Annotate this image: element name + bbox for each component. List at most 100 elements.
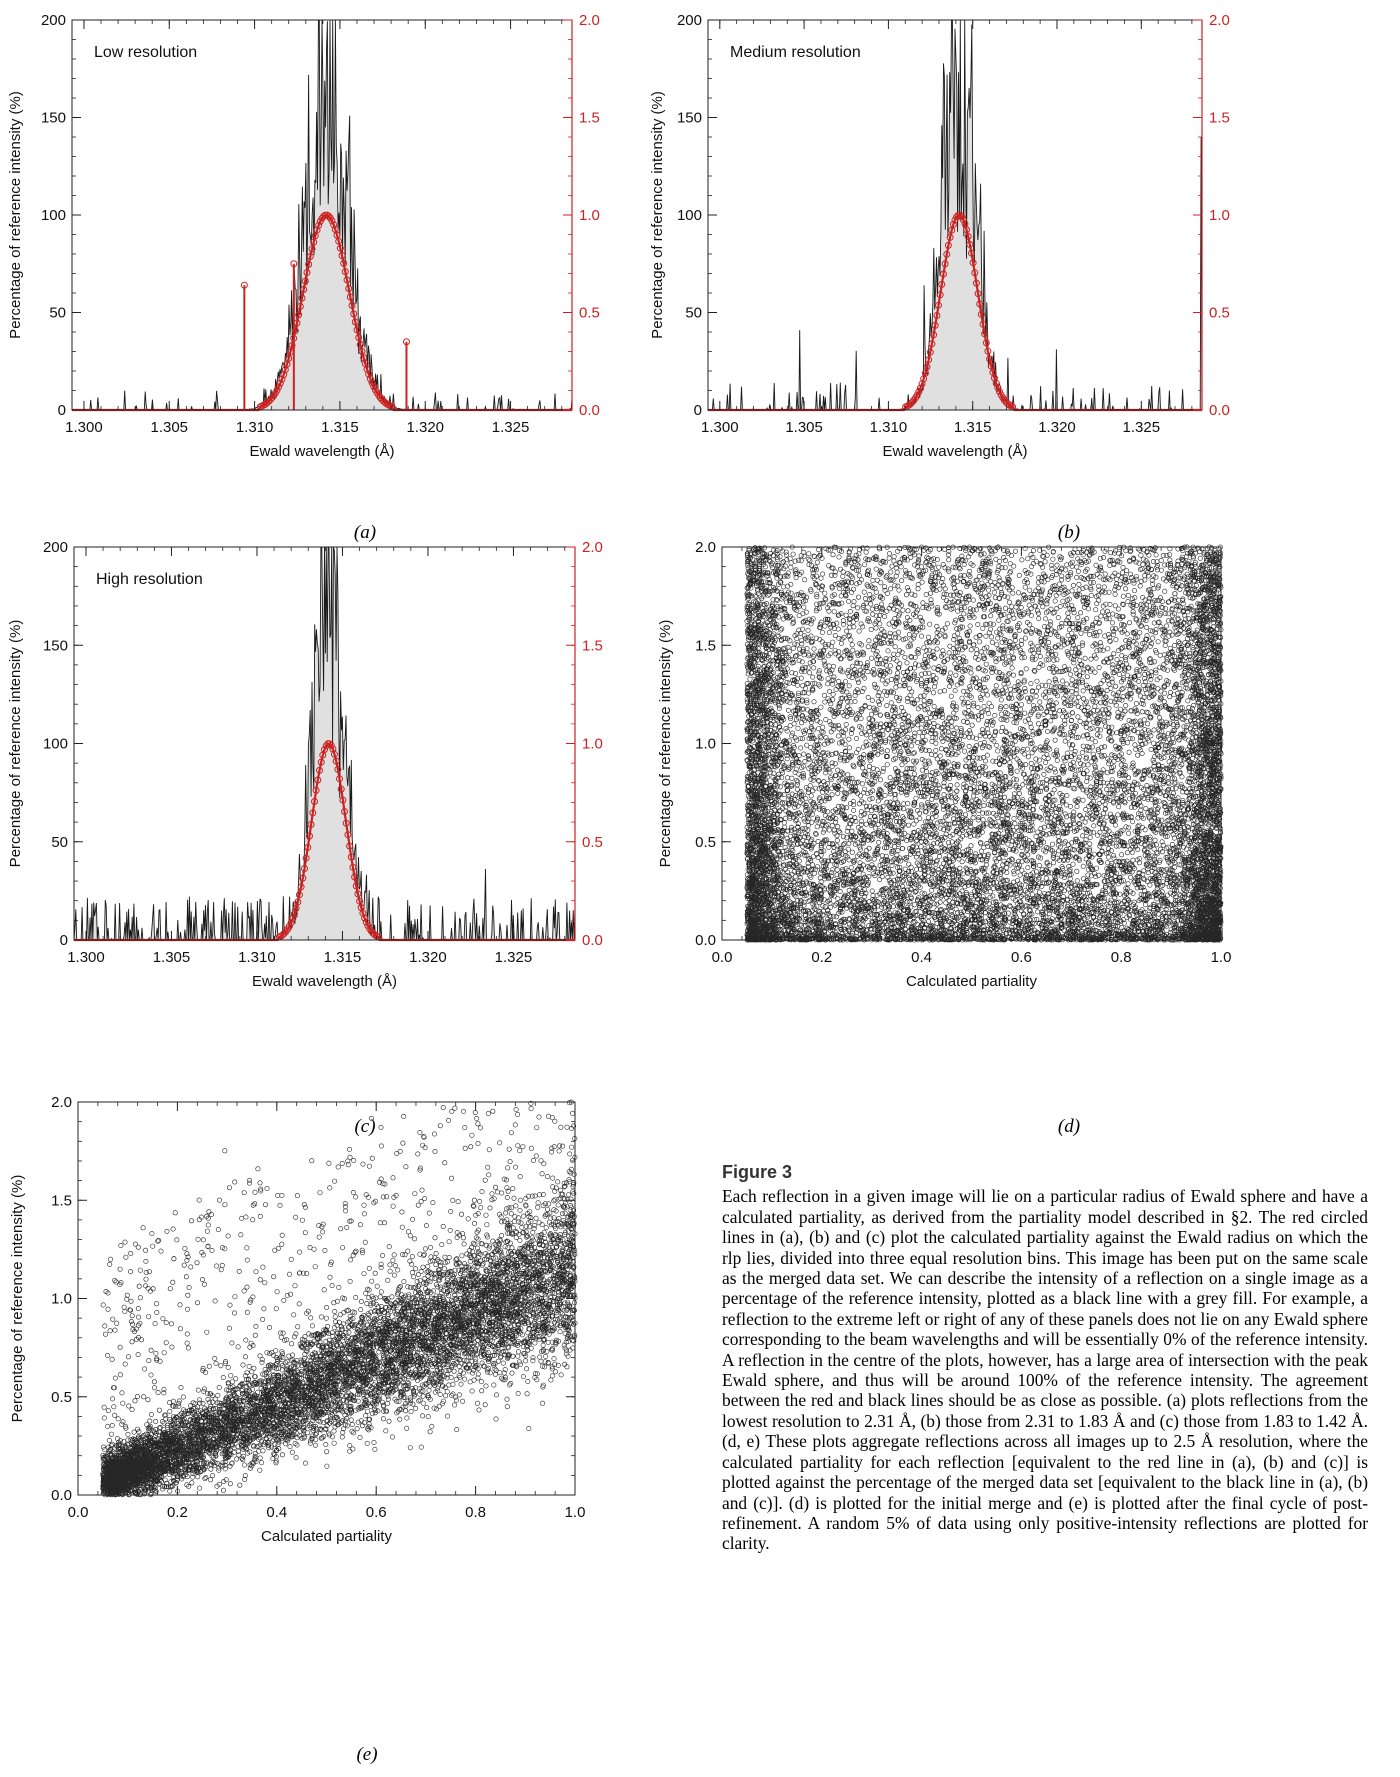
y-axis-label: Percentage of reference intensity (%) [9, 1175, 26, 1423]
x-tick-label: 1.310 [238, 949, 276, 966]
y-tick-label: 0 [60, 932, 68, 949]
x-tick-label: 1.305 [785, 419, 823, 436]
y-axis-label: Percentage of reference intensity (%) [649, 91, 666, 339]
x-tick-label: 1.0 [1211, 949, 1232, 966]
y-tick-label: 0 [694, 402, 702, 419]
panel-label-d: (d) [1024, 1116, 1114, 1138]
y-tick-label: 1.5 [51, 1192, 72, 1209]
panel-c: 1.300 1.305 1.310 1.315 1.320 1.325 0 50 100 150 2… [0, 547, 700, 1067]
x-tick-label: 1.320 [406, 419, 444, 436]
y2-tick-label: 0.0 [1209, 402, 1230, 419]
panel-b: 1.300 1.305 1.310 1.315 1.320 1.325 0 50 100 150 2… [700, 0, 1400, 520]
y-tick-label: 100 [43, 736, 68, 753]
x-axis-label: Ewald wavelength (Å) [882, 443, 1027, 460]
panel-a: 1.300 1.305 1.310 1.315 1.320 1.325 0 50 100 150 2… [0, 0, 700, 520]
x-tick-label: 1.325 [1123, 419, 1161, 436]
x-axis-label: Ewald wavelength (Å) [252, 973, 397, 990]
x-tick-label: 0.6 [366, 1504, 387, 1521]
scatter-points [745, 545, 1223, 942]
y2-tick-label: 0.5 [579, 305, 600, 322]
y2-tick-label: 1.5 [1209, 110, 1230, 127]
x-tick-label: 1.300 [65, 419, 103, 436]
x-axis-label: Ewald wavelength (Å) [249, 443, 394, 460]
chart-a-svg: 1.300 1.305 1.310 1.315 1.320 1.325 0 50 100 150 2… [0, 0, 700, 520]
y-tick-label: 150 [677, 110, 702, 127]
y2-tick-label: 1.0 [582, 736, 603, 753]
x-axis-label: Calculated partiality [906, 973, 1037, 990]
x-tick-label: 0.4 [266, 1504, 287, 1521]
y-tick-label: 1.0 [695, 736, 716, 753]
y-tick-label: 150 [41, 110, 66, 127]
y-axis-label: Percentage of reference intensity (%) [7, 91, 24, 339]
y-tick-label: 200 [41, 12, 66, 29]
panel-e: 0.0 0.2 0.4 0.6 0.8 1.0 0.0 0.5 1.0 1.5 2.0 Calcula… [0, 1102, 700, 1662]
scatter-point-cloud [101, 1100, 578, 1497]
chart-c-svg: 1.300 1.305 1.310 1.315 1.320 1.3250501001502… [0, 547, 700, 1067]
y-tick-label: 0.0 [695, 932, 716, 949]
x-tick-label: 1.305 [153, 949, 191, 966]
x-axis-label: Calculated partiality [261, 1528, 392, 1545]
x-tick-label: 0.2 [167, 1504, 188, 1521]
panel-label-e: (e) [322, 1744, 412, 1766]
x-tick-label: 1.300 [701, 419, 739, 436]
y-tick-label: 100 [677, 207, 702, 224]
x-tick-label: 1.305 [150, 419, 188, 436]
x-tick-label: 0.8 [465, 1504, 486, 1521]
y-tick-label: 50 [685, 305, 702, 322]
y-tick-label: 100 [41, 207, 66, 224]
panel-label-a: (a) [320, 522, 410, 544]
x-tick-label: 0.0 [68, 1504, 89, 1521]
y2-tick-label: 0.0 [582, 932, 603, 949]
x-tick-label: 1.320 [1038, 419, 1076, 436]
y-tick-label: 0.5 [51, 1389, 72, 1406]
x-tick-label: 1.315 [954, 419, 992, 436]
x-tick-label: 1.0 [565, 1504, 586, 1521]
chart-e-svg: 0.0 0.2 0.4 0.6 0.8 1.00.00.51.01.52.0Calcula… [0, 1102, 700, 1662]
resolution-annotation: Low resolution [94, 44, 197, 61]
x-tick-label: 0.6 [1011, 949, 1032, 966]
x-tick-label: 0.2 [811, 949, 832, 966]
x-tick-label: 1.310 [236, 419, 274, 436]
y2-tick-label: 2.0 [1209, 12, 1230, 29]
y2-tick-label: 1.5 [579, 110, 600, 127]
y-tick-label: 2.0 [51, 1094, 72, 1111]
y-tick-label: 200 [43, 539, 68, 556]
y-tick-label: 1.5 [695, 637, 716, 654]
y2-tick-label: 2.0 [579, 12, 600, 29]
figure-caption: Figure 3 Each reflection in a given imag… [722, 1162, 1368, 1554]
y2-tick-label: 1.0 [1209, 207, 1230, 224]
y-tick-label: 50 [51, 834, 68, 851]
y-axis-label: Percentage of reference intensity (%) [657, 620, 674, 868]
x-tick-label: 1.325 [492, 419, 530, 436]
panel-label-b: (b) [1024, 522, 1114, 544]
x-tick-label: 1.300 [67, 949, 105, 966]
x-tick-label: 1.315 [324, 949, 362, 966]
y2-tick-label: 1.5 [582, 637, 603, 654]
resolution-annotation: Medium resolution [730, 44, 861, 61]
y2-tick-label: 0.0 [579, 402, 600, 419]
y-tick-label: 2.0 [695, 539, 716, 556]
x-tick-label: 0.4 [911, 949, 932, 966]
y-tick-label: 0.5 [695, 834, 716, 851]
x-tick-label: 1.315 [321, 419, 359, 436]
chart-d-svg: 0.0 0.2 0.4 0.6 0.8 1.00.00.51.01.52.0Calcula… [700, 547, 1400, 1067]
y-tick-label: 1.0 [51, 1291, 72, 1308]
y2-tick-label: 0.5 [582, 834, 603, 851]
y-tick-label: 50 [49, 305, 66, 322]
panel-d: 0.0 0.2 0.4 0.6 0.8 1.0 0.0 0.5 1.0 1.5 2.0 Calcula… [700, 547, 1400, 1067]
y2-tick-label: 1.0 [579, 207, 600, 224]
y-tick-label: 0 [58, 402, 66, 419]
chart-b-svg: 1.300 1.305 1.310 1.315 1.320 1.3250501001502… [700, 0, 1400, 520]
x-tick-label: 1.310 [870, 419, 908, 436]
resolution-annotation: High resolution [96, 571, 203, 588]
x-tick-label: 1.325 [495, 949, 533, 966]
y2-tick-label: 2.0 [582, 539, 603, 556]
y-tick-label: 150 [43, 637, 68, 654]
x-tick-label: 0.0 [712, 949, 733, 966]
y-axis-label: Percentage of reference intensity (%) [7, 620, 24, 868]
figure-title: Figure 3 [722, 1162, 1368, 1182]
y-tick-label: 0.0 [51, 1487, 72, 1504]
x-tick-label: 0.8 [1111, 949, 1132, 966]
scatter-point-cloud [745, 545, 1223, 942]
x-tick-label: 1.320 [409, 949, 447, 966]
